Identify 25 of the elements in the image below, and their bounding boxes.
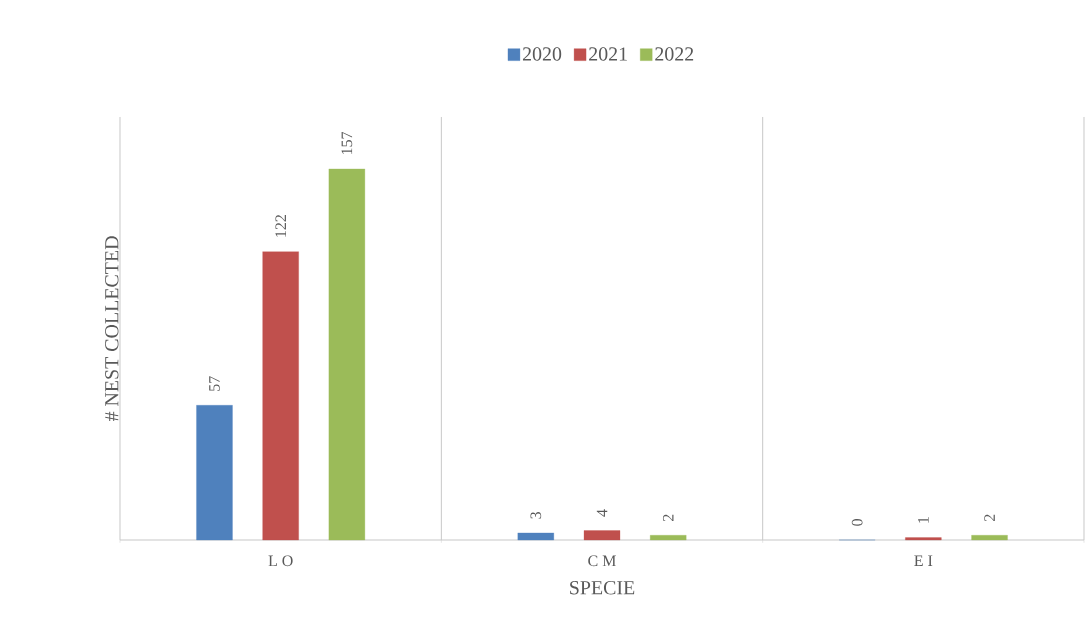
data-label: 2 — [984, 514, 995, 522]
x-tick-label: E I — [914, 555, 933, 566]
data-label: 0 — [851, 519, 863, 526]
bar — [196, 405, 233, 541]
data-label: 157 — [341, 131, 353, 154]
x-tick-label: L O — [268, 555, 293, 567]
legend-label: 2022 — [655, 47, 694, 61]
bar — [262, 251, 299, 541]
data-label: 4 — [596, 509, 608, 517]
data-label: 3 — [530, 512, 542, 519]
bar — [971, 535, 1008, 541]
bar — [517, 532, 554, 541]
data-label: 1 — [918, 517, 929, 523]
legend-label: 2021 — [589, 47, 627, 61]
bar — [650, 535, 687, 541]
x-tick-label: C M — [588, 555, 616, 567]
y-axis-title: # NEST COLLECTED — [105, 236, 119, 422]
data-label: 57 — [209, 376, 220, 391]
x-axis-title: SPECIE — [570, 581, 635, 595]
legend-label: 2020 — [522, 47, 562, 61]
data-label: 2 — [662, 514, 674, 522]
data-label: 122 — [275, 215, 286, 237]
bar — [583, 530, 621, 541]
bar — [905, 537, 942, 541]
bar — [328, 168, 366, 541]
